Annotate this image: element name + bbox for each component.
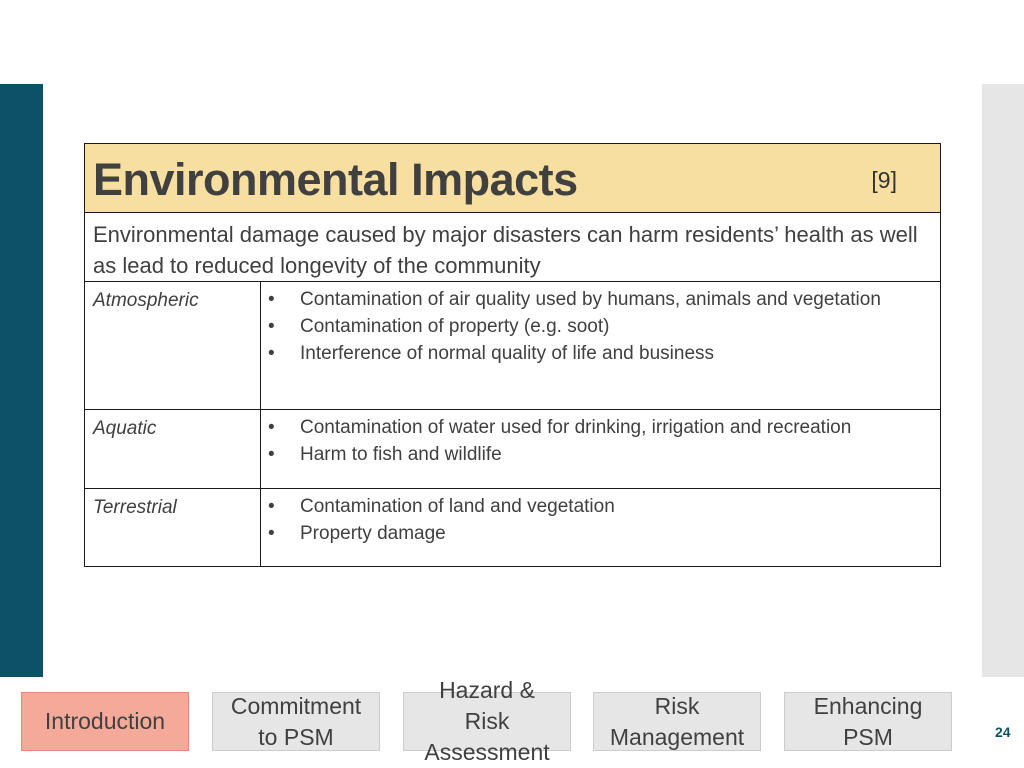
list-item: • Interference of normal quality of life …	[268, 340, 934, 367]
items-cell: • Contamination of air quality used by hu…	[260, 281, 941, 410]
title-row: Environmental Impacts [9]	[84, 143, 941, 213]
nav-button-commitment[interactable]: Commitment to PSM	[212, 692, 380, 751]
nav-label: Commitment to PSM	[230, 692, 362, 750]
left-accent-bar	[0, 84, 43, 677]
list-item-text: Property damage	[300, 523, 446, 544]
bullet-icon: •	[268, 417, 275, 438]
category-label-terrestrial: Terrestrial	[93, 497, 177, 518]
table-row-atmospheric: Atmospheric • Contamination of air qualit…	[84, 281, 941, 410]
list-item: • Property damage	[268, 520, 934, 547]
bullet-icon: •	[268, 343, 275, 364]
category-label-atmospheric: Atmospheric	[93, 290, 199, 311]
list-item: • Contamination of land and vegetation	[268, 493, 934, 520]
nav-button-hazard-risk[interactable]: Hazard & Risk Assessment	[403, 677, 571, 765]
nav-label: Hazard & Risk Assessment	[424, 677, 550, 765]
description-row: Environmental damage caused by major dis…	[84, 212, 941, 282]
nav-button-introduction[interactable]: Introduction	[21, 692, 189, 751]
bullet-icon: •	[268, 444, 275, 465]
nav-label: Enhancing PSM	[813, 692, 923, 750]
category-cell: Atmospheric	[84, 281, 261, 410]
category-label-aquatic: Aquatic	[93, 418, 157, 439]
list-item-text: Interference of normal quality of life a…	[300, 343, 715, 364]
table-row-terrestrial: Terrestrial • Contamination of land and v…	[84, 488, 941, 567]
items-cell: • Contamination of land and vegetation • P…	[260, 488, 941, 567]
category-cell: Aquatic	[84, 409, 261, 489]
bullet-list-atmospheric: • Contamination of air quality used by hu…	[261, 282, 940, 367]
impacts-table: Environmental Impacts [9] Environmental …	[84, 143, 941, 567]
items-cell: • Contamination of water used for drinkin…	[260, 409, 941, 489]
nav-button-risk-management[interactable]: Risk Management	[593, 692, 761, 751]
nav-label: Introduction	[44, 708, 166, 734]
nav-label: Risk Management	[609, 692, 745, 750]
list-item: • Harm to fish and wildlife	[268, 441, 934, 468]
list-item-text: Contamination of property (e.g. soot)	[300, 316, 610, 337]
list-item: • Contamination of water used for drinkin…	[268, 414, 934, 441]
bullet-icon: •	[268, 316, 275, 337]
reference-label: [9]	[871, 167, 897, 193]
page-number: 24	[995, 724, 1011, 740]
bullet-icon: •	[268, 496, 275, 517]
list-item-text: Contamination of land and vegetation	[300, 496, 615, 517]
list-item: • Contamination of air quality used by hu…	[268, 286, 934, 313]
bullet-list-aquatic: • Contamination of water used for drinkin…	[261, 410, 940, 468]
slide-title: Environmental Impacts	[93, 154, 578, 205]
bullet-list-terrestrial: • Contamination of land and vegetation • P…	[261, 489, 940, 547]
list-item-text: Harm to fish and wildlife	[300, 444, 502, 465]
nav-button-enhancing[interactable]: Enhancing PSM	[784, 692, 952, 751]
description-text: Environmental damage caused by major dis…	[93, 222, 918, 278]
bullet-icon: •	[268, 289, 275, 310]
bullet-icon: •	[268, 523, 275, 544]
table-row-aquatic: Aquatic • Contamination of water used for…	[84, 409, 941, 489]
list-item-text: Contamination of water used for drinking…	[300, 417, 852, 438]
right-accent-bar	[982, 84, 1024, 677]
category-cell: Terrestrial	[84, 488, 261, 567]
list-item-text: Contamination of air quality used by hum…	[300, 289, 881, 310]
list-item: • Contamination of property (e.g. soot)	[268, 313, 934, 340]
